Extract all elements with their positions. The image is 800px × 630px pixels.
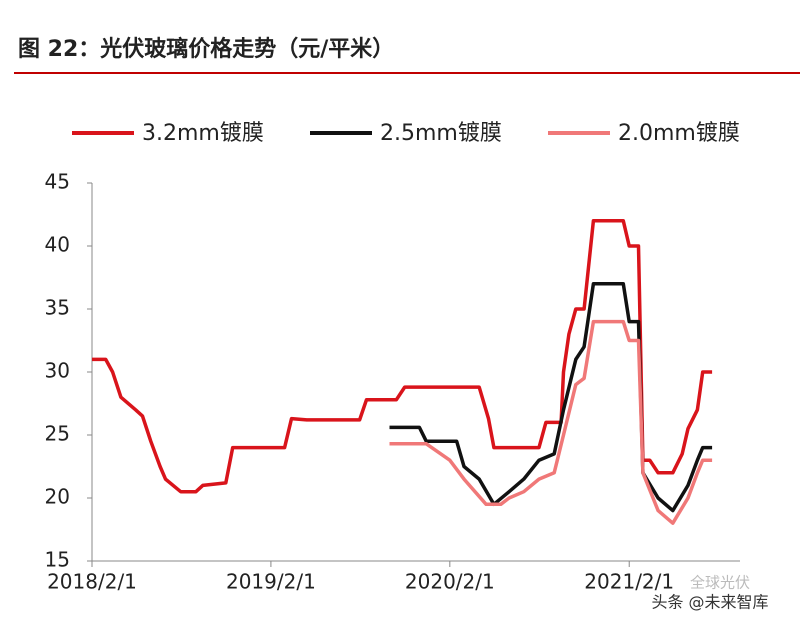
y-tick-label: 40 — [45, 233, 70, 257]
series-line — [389, 319, 713, 525]
legend-label: 2.0mm镀膜 — [618, 121, 740, 146]
series-line — [389, 282, 713, 513]
x-tick-label: 2021/2/1 — [584, 570, 674, 594]
y-tick-label: 35 — [45, 296, 70, 320]
y-tick-label: 20 — [45, 485, 70, 509]
x-tick-label: 2018/2/1 — [47, 570, 137, 594]
watermark: 全球光伏 — [690, 574, 750, 592]
x-tick-label: 2020/2/1 — [405, 570, 495, 594]
y-tick-label: 30 — [45, 359, 70, 383]
y-tick-label: 15 — [45, 548, 70, 572]
legend-label: 2.5mm镀膜 — [380, 121, 502, 146]
y-tick-label: 25 — [45, 422, 70, 446]
series-line — [92, 219, 713, 494]
chart-title: 图 22：光伏玻璃价格走势（元/平米） — [18, 36, 394, 62]
x-tick-label: 2019/2/1 — [226, 570, 316, 594]
watermark: 头条 @未来智库 — [651, 593, 768, 612]
legend-label: 3.2mm镀膜 — [142, 121, 264, 146]
y-tick-label: 45 — [45, 170, 70, 194]
